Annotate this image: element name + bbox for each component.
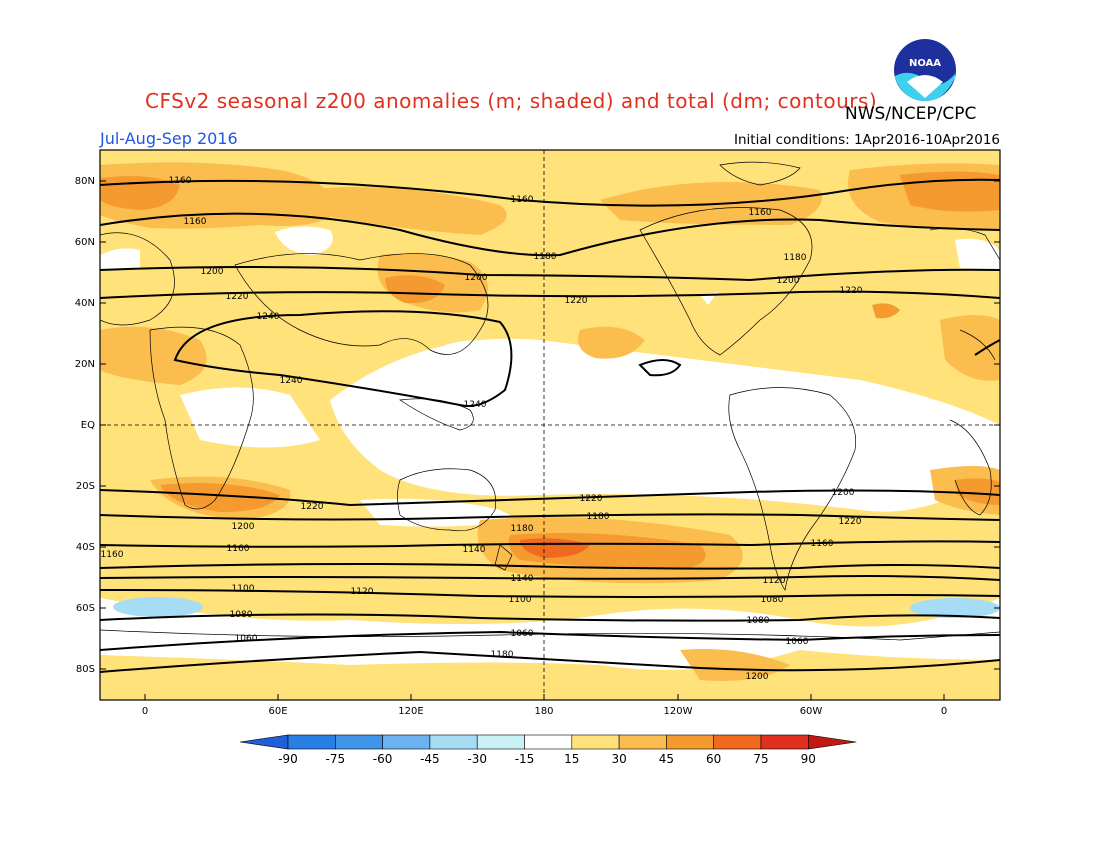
contour-label: 1220 [301,502,324,512]
lat-label: 40N [75,298,95,309]
contour-label: 1220 [565,296,588,306]
lon-label: 180 [534,706,553,717]
contour-label: 1180 [587,512,610,522]
contour-label: 1240 [280,376,303,386]
lat-label: 20S [76,481,95,492]
svg-text:NOAA: NOAA [909,58,941,69]
agency-label: NWS/NCEP/CPC [845,104,977,124]
colorbar-swatch [429,734,478,750]
colorbar-label: -90 [278,752,298,766]
contour-label: 1220 [839,517,862,527]
colorbar-swatch [713,734,762,750]
colorbar: -90 -75 -60 -45 -30 -15 15 30 45 60 75 90 [239,734,857,766]
contour-label: 1140 [511,574,534,584]
lat-label: 80S [76,664,95,675]
colorbar-swatch [524,734,573,750]
colorbar-swatch [618,734,667,750]
contour-labels: 1160 1160 1160 1160 1180 1180 1200 1200 1200 1220… [101,176,863,682]
lat-label: 40S [76,542,95,553]
colorbar-label: 15 [564,752,579,766]
colorbar-label: 60 [706,752,721,766]
colorbar-label: -60 [373,752,393,766]
contour-label: 1240 [464,400,487,410]
contour-label: 1180 [491,650,514,660]
contour-label: 1200 [201,267,224,277]
contour-label: 1200 [777,276,800,286]
contour-label: 1200 [232,522,255,532]
colorbar-swatch [334,734,383,750]
lat-axis-labels: 80N 60N 40N 20N EQ 20S 40S 60S 80S [75,176,95,675]
axis-ticks [100,180,1000,700]
contour-label: 1180 [784,253,807,263]
lon-label: 0 [941,706,947,717]
colorbar-label: -45 [420,752,440,766]
lat-label: 60S [76,603,95,614]
contour-label: 1060 [511,629,534,639]
contour-label: 1100 [509,595,532,605]
colorbar-label: 75 [753,752,768,766]
contour-label: 1080 [761,595,784,605]
colorbar-arrow-left [239,734,289,750]
contour-label: 1220 [580,494,603,504]
lon-label: 60W [800,706,823,717]
contour-label: 1080 [747,616,770,626]
contour-label: 1140 [463,545,486,555]
lat-label: 20N [75,359,95,370]
noaa-logo: NOAA [894,39,956,102]
contour-label: 1160 [227,544,250,554]
contour-label: 1160 [511,195,534,205]
contour-label: 1160 [749,208,772,218]
colorbar-swatch [760,734,809,750]
contour-label: 1220 [226,292,249,302]
contour-label: 1100 [232,584,255,594]
initial-conditions-label: Initial conditions: 1Apr2016-10Apr2016 [734,132,1000,148]
contour-label: 1060 [786,637,809,647]
colorbar-label: 45 [659,752,674,766]
colorbar-label: -15 [515,752,535,766]
colorbar-label: -75 [325,752,345,766]
lon-label: 120W [664,706,693,717]
contour-label: 1200 [832,488,855,498]
lon-axis-labels: 0 60E 120E 180 120W 60W 0 [142,706,947,717]
contour-label: 1160 [169,176,192,186]
season-label: Jul-Aug-Sep 2016 [100,129,238,148]
contour-label: 1160 [184,217,207,227]
colorbar-label: 30 [611,752,626,766]
contour-label: 1160 [101,550,124,560]
contour-label: 1180 [534,252,557,262]
contour-label: 1160 [811,539,834,549]
colorbar-swatch [476,734,525,750]
lon-label: 120E [398,706,423,717]
contour-label: 1240 [257,312,280,322]
contour-label: 1080 [230,610,253,620]
contour-label: 1200 [465,273,488,283]
contour-label: 1120 [351,587,374,597]
colorbar-label: 90 [801,752,816,766]
lat-label: 60N [75,237,95,248]
contour-label: 1120 [763,576,786,586]
contour-label: 1180 [511,524,534,534]
colorbar-arrow-right [807,734,857,750]
height-contours [100,178,1000,673]
contour-label: 1220 [840,286,863,296]
contour-label: 1060 [235,634,258,644]
lon-label: 0 [142,706,148,717]
lat-label: 80N [75,176,95,187]
colorbar-swatch [666,734,715,750]
lat-label: EQ [81,420,95,431]
lon-label: 60E [268,706,287,717]
contour-label: 1200 [746,672,769,682]
colorbar-label: -30 [467,752,487,766]
colorbar-swatch [382,734,431,750]
colorbar-swatch [571,734,620,750]
map-title: CFSv2 seasonal z200 anomalies (m; shaded… [145,89,878,113]
colorbar-swatch [287,734,336,750]
